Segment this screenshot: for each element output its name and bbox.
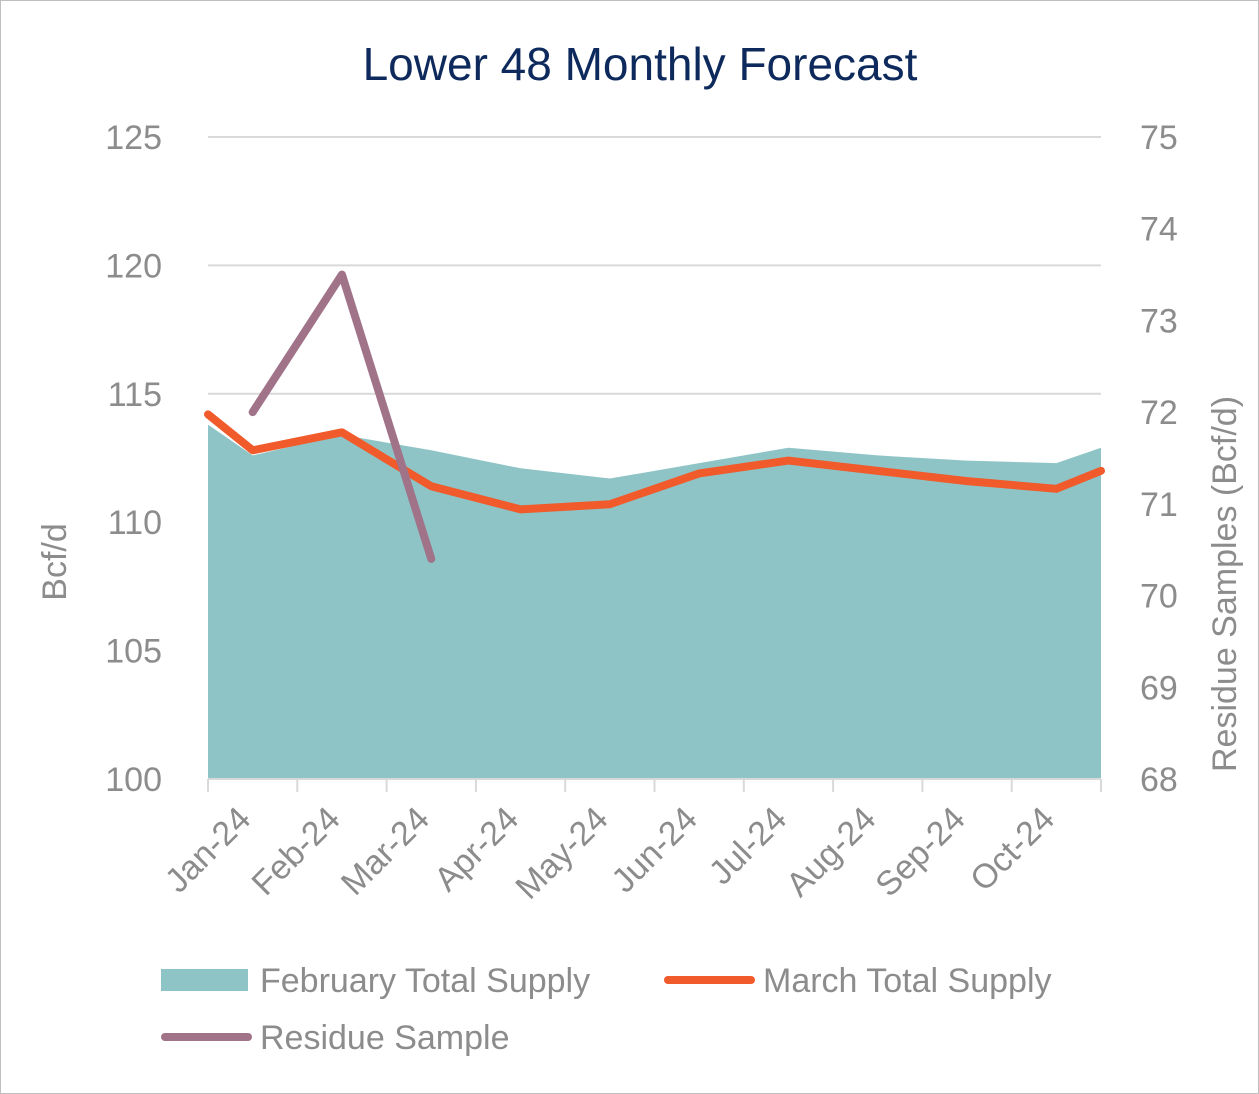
y-tick-label: 100 [105, 761, 162, 799]
y2-tick-label: 73 [1140, 302, 1178, 340]
series-line-march-total-supply [204, 410, 1105, 514]
legend-label: March Total Supply [763, 962, 1052, 1000]
x-tick-label: Aug-24 [779, 800, 883, 904]
legend-item-residue-sample: Residue Sample [161, 1019, 509, 1057]
y-tick-label: 110 [108, 504, 162, 542]
y2-tick-label: 71 [1140, 486, 1178, 524]
area-layer [208, 424, 1101, 779]
legend-label: February Total Supply [260, 962, 590, 1000]
series-line-residue-sample [248, 270, 436, 563]
y-tick-label: 120 [105, 247, 162, 285]
line-layer [204, 270, 1105, 563]
legend: February Total Supply March Total Supply R… [161, 962, 1052, 1057]
y2-axis-label: Residue Samples (Bcf/d) [1206, 396, 1244, 772]
x-tick-label: Jun-24 [604, 800, 704, 900]
x-tick-label: Sep-24 [868, 800, 972, 904]
y2-tick-label: 69 [1140, 669, 1178, 707]
legend-swatch [161, 969, 248, 991]
x-tick-label: May-24 [508, 800, 615, 907]
y-tick-label: 105 [105, 633, 162, 671]
y-tick-label: 115 [108, 376, 162, 414]
legend-item-february-total-supply: February Total Supply [161, 962, 590, 1000]
x-tick-label: Oct-24 [963, 800, 1062, 899]
y2-tick-label: 75 [1140, 119, 1178, 157]
legend-label: Residue Sample [260, 1019, 509, 1057]
chart-title: Lower 48 Monthly Forecast [363, 38, 918, 90]
y2-tick-label: 68 [1140, 761, 1178, 799]
legend-item-march-total-supply: March Total Supply [664, 962, 1052, 1000]
x-tick-label: Mar-24 [334, 800, 437, 903]
x-tick-label: Jan-24 [158, 800, 258, 900]
y2-tick-label: 72 [1140, 394, 1178, 432]
y-axis-label: Bcf/d [36, 523, 74, 600]
y2-tick-label: 70 [1140, 578, 1178, 616]
series-area-february-total-supply [208, 424, 1101, 779]
x-tick-label: Feb-24 [245, 800, 348, 903]
y-tick-label: 125 [105, 119, 162, 157]
y2-tick-label: 74 [1140, 211, 1178, 249]
